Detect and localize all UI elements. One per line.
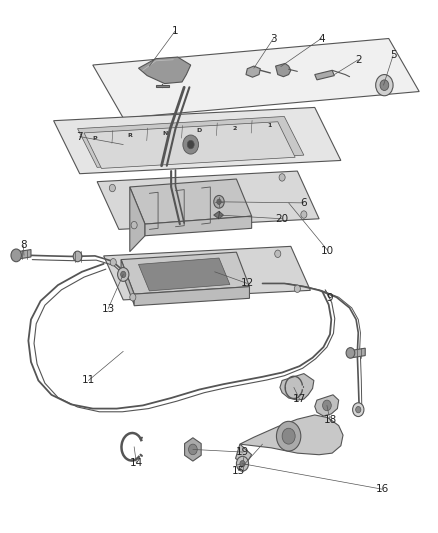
Circle shape <box>117 268 129 281</box>
Circle shape <box>376 75 393 96</box>
Polygon shape <box>138 57 191 84</box>
Circle shape <box>110 184 116 192</box>
Text: D: D <box>197 128 202 133</box>
Circle shape <box>322 400 331 411</box>
Circle shape <box>346 348 355 358</box>
Text: 18: 18 <box>323 415 337 425</box>
Circle shape <box>301 211 307 218</box>
Circle shape <box>353 403 364 417</box>
Circle shape <box>73 251 82 262</box>
Text: 11: 11 <box>82 375 95 385</box>
Polygon shape <box>315 395 339 416</box>
Circle shape <box>279 174 285 181</box>
Text: 7: 7 <box>76 132 83 142</box>
Circle shape <box>237 456 249 471</box>
Circle shape <box>276 421 301 451</box>
Circle shape <box>11 249 21 262</box>
Polygon shape <box>93 38 419 118</box>
Text: 12: 12 <box>240 278 254 288</box>
Text: 8: 8 <box>20 240 26 251</box>
Circle shape <box>188 444 197 455</box>
Circle shape <box>130 294 136 301</box>
Circle shape <box>187 140 194 149</box>
Text: 2: 2 <box>355 55 362 64</box>
Text: 9: 9 <box>327 293 333 303</box>
Polygon shape <box>84 122 295 168</box>
Circle shape <box>356 407 361 413</box>
Text: P: P <box>93 136 97 141</box>
Polygon shape <box>121 252 250 294</box>
Text: 16: 16 <box>375 484 389 494</box>
Text: 4: 4 <box>318 34 325 44</box>
Polygon shape <box>138 258 230 291</box>
Text: 14: 14 <box>130 458 143 467</box>
Circle shape <box>183 135 198 154</box>
Polygon shape <box>352 348 365 358</box>
Text: R: R <box>127 133 132 138</box>
Polygon shape <box>134 287 250 306</box>
Polygon shape <box>280 374 314 400</box>
Circle shape <box>282 428 295 444</box>
Text: 13: 13 <box>101 304 115 314</box>
Text: 20: 20 <box>276 214 289 224</box>
Polygon shape <box>246 66 260 77</box>
Circle shape <box>214 196 224 208</box>
Polygon shape <box>240 415 343 455</box>
Circle shape <box>380 80 389 91</box>
Polygon shape <box>145 216 252 236</box>
Text: 10: 10 <box>321 246 334 256</box>
Text: 17: 17 <box>293 394 306 404</box>
Polygon shape <box>130 187 145 252</box>
Circle shape <box>275 250 281 257</box>
Circle shape <box>110 259 116 266</box>
Text: N: N <box>162 131 167 135</box>
Text: 6: 6 <box>300 198 307 208</box>
Polygon shape <box>236 444 252 465</box>
Text: 19: 19 <box>237 447 250 457</box>
Polygon shape <box>97 171 319 229</box>
Polygon shape <box>104 246 311 300</box>
Polygon shape <box>78 116 304 167</box>
Text: 3: 3 <box>270 34 277 44</box>
Text: 5: 5 <box>390 51 396 60</box>
Text: 1: 1 <box>172 26 179 36</box>
Text: 15: 15 <box>232 466 245 475</box>
Polygon shape <box>121 260 134 305</box>
Polygon shape <box>315 70 334 80</box>
Text: 1: 1 <box>267 123 271 128</box>
Circle shape <box>294 285 300 293</box>
Circle shape <box>217 199 221 205</box>
Circle shape <box>120 271 126 278</box>
Polygon shape <box>130 179 252 224</box>
Polygon shape <box>18 249 31 259</box>
Polygon shape <box>214 212 223 219</box>
Polygon shape <box>53 108 341 174</box>
Text: 2: 2 <box>232 125 237 131</box>
Circle shape <box>240 461 245 467</box>
Polygon shape <box>156 85 169 87</box>
Circle shape <box>131 221 137 229</box>
Polygon shape <box>184 438 201 461</box>
Polygon shape <box>276 63 291 77</box>
